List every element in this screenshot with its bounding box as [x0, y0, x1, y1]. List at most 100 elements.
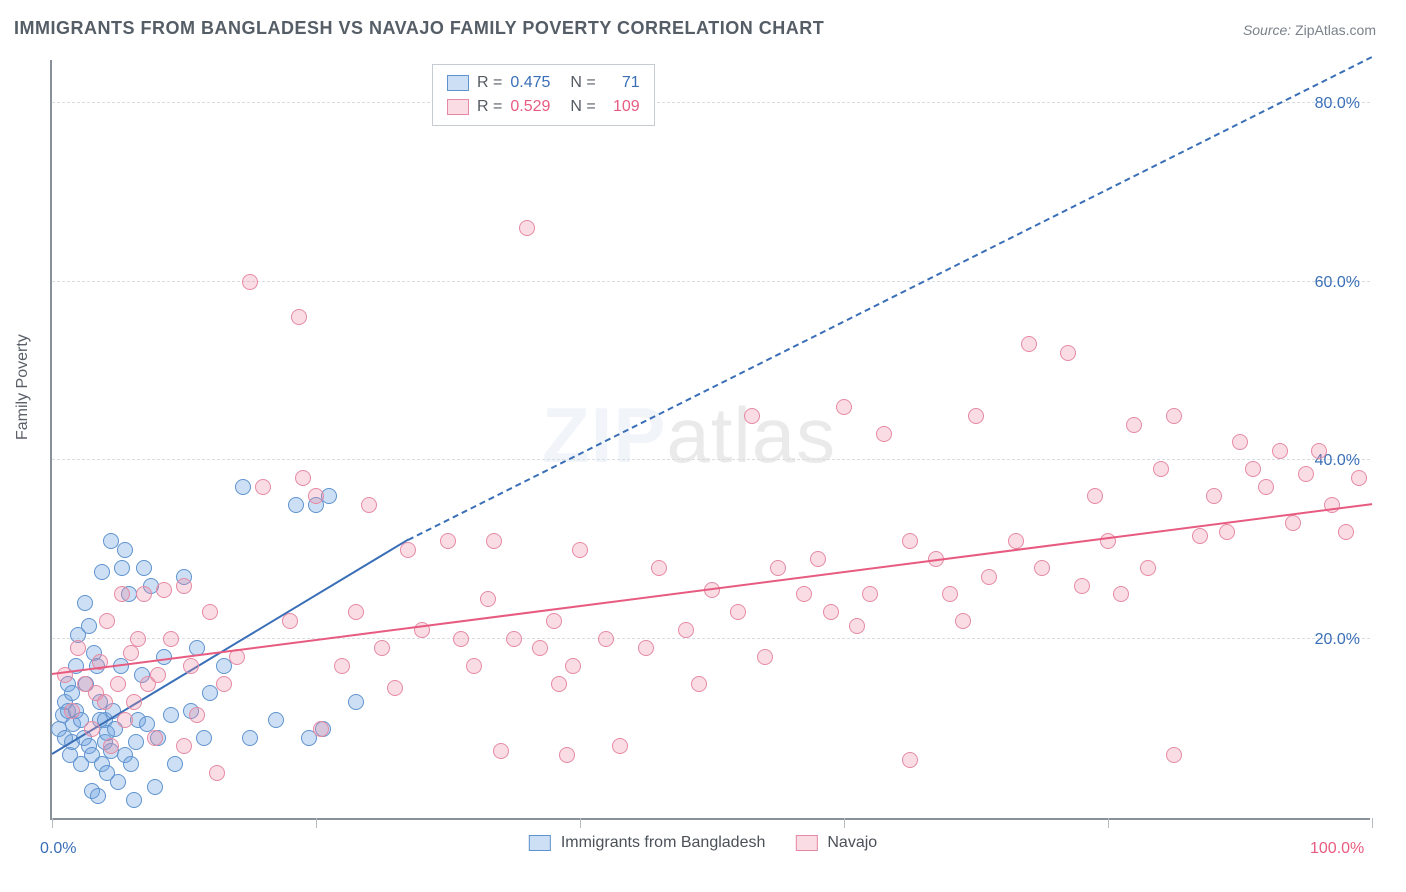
trend-line-extrapolated: [408, 56, 1372, 541]
data-point-navajo: [1206, 488, 1222, 504]
data-point-navajo: [1087, 488, 1103, 504]
data-point-navajo: [810, 551, 826, 567]
data-point-navajo: [546, 613, 562, 629]
data-point-navajo: [836, 399, 852, 415]
data-point-navajo: [117, 712, 133, 728]
data-point-navajo: [651, 560, 667, 576]
x-tick-label: 100.0%: [1310, 840, 1364, 858]
x-tick-label: 0.0%: [40, 840, 76, 858]
x-tick: [1108, 818, 1109, 828]
data-point-navajo: [308, 488, 324, 504]
n-label: N =: [570, 74, 595, 92]
x-tick: [1372, 818, 1373, 828]
data-point-navajo: [849, 618, 865, 634]
data-point-navajo: [126, 694, 142, 710]
data-point-navajo: [1272, 443, 1288, 459]
data-point-bangladesh: [242, 730, 258, 746]
data-point-bangladesh: [167, 756, 183, 772]
data-point-navajo: [876, 426, 892, 442]
data-point-navajo: [480, 591, 496, 607]
data-point-navajo: [440, 533, 456, 549]
data-point-navajo: [156, 582, 172, 598]
data-point-navajo: [295, 470, 311, 486]
data-point-bangladesh: [163, 707, 179, 723]
data-point-navajo: [968, 408, 984, 424]
data-point-navajo: [387, 680, 403, 696]
y-axis-label: Family Poverty: [14, 334, 32, 440]
data-point-navajo: [1113, 586, 1129, 602]
data-point-navajo: [334, 658, 350, 674]
source-label: Source:: [1243, 22, 1291, 38]
data-point-navajo: [1126, 417, 1142, 433]
data-point-bangladesh: [348, 694, 364, 710]
data-point-bangladesh: [235, 479, 251, 495]
data-point-navajo: [902, 752, 918, 768]
data-point-navajo: [216, 676, 232, 692]
n-label: N =: [570, 98, 595, 116]
data-point-navajo: [1219, 524, 1235, 540]
data-point-navajo: [1074, 578, 1090, 594]
data-point-navajo: [506, 631, 522, 647]
data-point-navajo: [255, 479, 271, 495]
data-point-navajo: [598, 631, 614, 647]
data-point-navajo: [1060, 345, 1076, 361]
legend-swatch-bangladesh: [529, 835, 551, 851]
legend-swatch-navajo: [447, 99, 469, 115]
n-value: 109: [604, 98, 640, 116]
data-point-navajo: [612, 738, 628, 754]
correlation-chart: IMMIGRANTS FROM BANGLADESH VS NAVAJO FAM…: [0, 0, 1406, 892]
y-tick-label: 20.0%: [1315, 631, 1360, 649]
data-point-navajo: [902, 533, 918, 549]
legend-correlation-stats: R =0.475N =71R =0.529N =109: [432, 64, 655, 126]
data-point-navajo: [374, 640, 390, 656]
data-point-navajo: [97, 694, 113, 710]
legend-item-navajo: Navajo: [795, 834, 877, 852]
data-point-navajo: [1034, 560, 1050, 576]
source-value: ZipAtlas.com: [1295, 22, 1376, 38]
gridline: [52, 102, 1370, 103]
data-point-navajo: [559, 747, 575, 763]
watermark-rest: atlas: [666, 391, 836, 479]
data-point-navajo: [114, 586, 130, 602]
data-point-navajo: [103, 738, 119, 754]
legend-swatch-bangladesh: [447, 75, 469, 91]
legend-swatch-navajo: [795, 835, 817, 851]
data-point-navajo: [176, 578, 192, 594]
data-point-navajo: [981, 569, 997, 585]
data-point-navajo: [147, 730, 163, 746]
y-tick-label: 80.0%: [1315, 95, 1360, 113]
data-point-navajo: [64, 703, 80, 719]
data-point-navajo: [291, 309, 307, 325]
data-point-navajo: [1338, 524, 1354, 540]
data-point-bangladesh: [77, 595, 93, 611]
r-value: 0.529: [510, 98, 562, 116]
data-point-navajo: [466, 658, 482, 674]
data-point-navajo: [1192, 528, 1208, 544]
data-point-navajo: [796, 586, 812, 602]
legend-stat-row-bangladesh: R =0.475N =71: [447, 71, 640, 95]
data-point-bangladesh: [126, 792, 142, 808]
data-point-navajo: [1021, 336, 1037, 352]
data-point-bangladesh: [81, 618, 97, 634]
data-point-navajo: [744, 408, 760, 424]
watermark: ZIPatlas: [542, 390, 836, 481]
data-point-navajo: [130, 631, 146, 647]
data-point-navajo: [57, 667, 73, 683]
data-point-navajo: [189, 707, 205, 723]
data-point-navajo: [730, 604, 746, 620]
data-point-navajo: [70, 640, 86, 656]
data-point-navajo: [757, 649, 773, 665]
data-point-navajo: [638, 640, 654, 656]
data-point-bangladesh: [110, 774, 126, 790]
data-point-navajo: [209, 765, 225, 781]
data-point-navajo: [99, 613, 115, 629]
r-value: 0.475: [510, 74, 562, 92]
data-point-navajo: [691, 676, 707, 692]
data-point-bangladesh: [128, 734, 144, 750]
data-point-navajo: [136, 586, 152, 602]
data-point-navajo: [678, 622, 694, 638]
data-point-bangladesh: [268, 712, 284, 728]
data-point-navajo: [1100, 533, 1116, 549]
data-point-navajo: [1232, 434, 1248, 450]
legend-item-bangladesh: Immigrants from Bangladesh: [529, 834, 766, 852]
